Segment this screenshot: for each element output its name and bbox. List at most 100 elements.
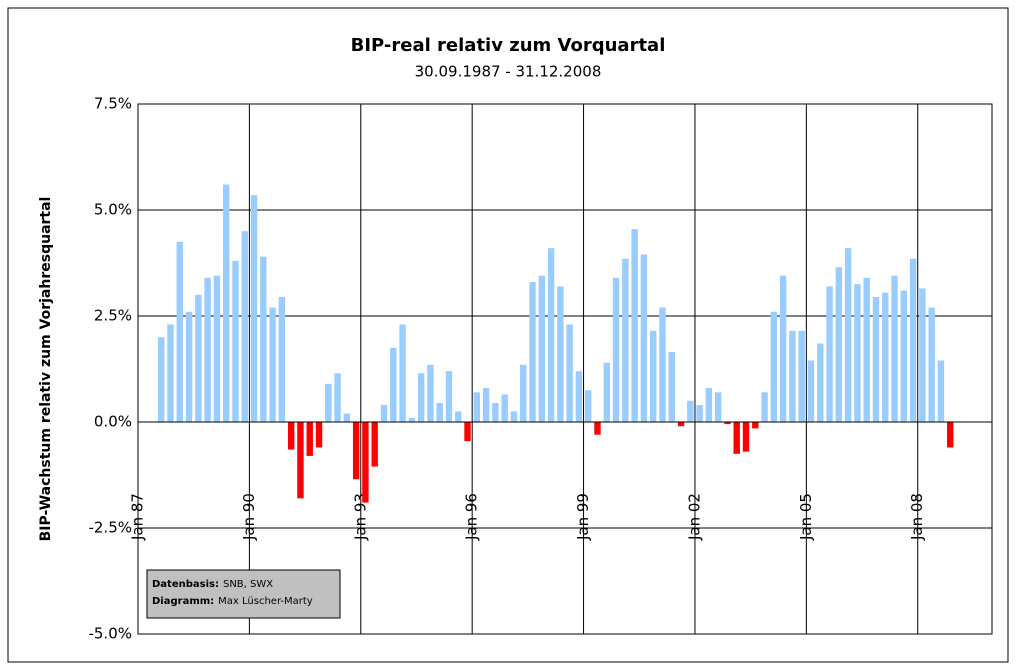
bar: [315, 422, 323, 448]
bar: [455, 411, 462, 422]
bar: [557, 286, 564, 422]
x-tick-label: Jan 96: [463, 493, 481, 541]
bar: [603, 362, 610, 422]
bar: [167, 324, 174, 422]
bar: [909, 258, 917, 422]
bar: [492, 402, 499, 422]
bar: [779, 275, 787, 422]
bar: [575, 371, 583, 422]
y-tick-label: -2.5%: [88, 519, 132, 537]
bar: [705, 388, 713, 422]
y-axis-label: BIP-Wachstum relativ zum Vorjahresquarta…: [38, 197, 54, 542]
bar: [668, 352, 675, 422]
chart-subtitle: 30.09.1987 - 31.12.2008: [415, 63, 602, 81]
bar: [538, 275, 545, 422]
bar: [473, 392, 481, 422]
bar: [399, 324, 406, 422]
bar: [380, 405, 388, 422]
bar: [807, 360, 815, 422]
bar: [733, 422, 740, 454]
bar: [269, 307, 276, 422]
x-tick-label: Jan 93: [351, 493, 369, 541]
bar: [947, 422, 954, 448]
bar: [937, 360, 945, 422]
note: Diagramm: Max Lüscher-Marty: [152, 596, 313, 607]
bar: [287, 422, 295, 450]
y-tick-label: 7.5%: [94, 95, 132, 113]
bar: [204, 277, 211, 422]
x-tick-label: Jan 05: [797, 493, 815, 541]
bar: [752, 422, 759, 429]
bar: [362, 422, 369, 503]
note: Datenbasis: SNB, SWX: [152, 579, 273, 590]
bar: [826, 286, 833, 422]
bar: [928, 307, 935, 422]
bar: [585, 390, 592, 422]
bar: [371, 422, 378, 467]
bar: [325, 383, 332, 422]
bar: [687, 400, 694, 422]
bar: [195, 294, 202, 422]
bar: [306, 422, 313, 456]
bar: [390, 347, 397, 422]
bar: [594, 422, 601, 435]
x-tick-label: Jan 99: [574, 493, 592, 541]
bar: [334, 373, 341, 422]
note-label: Datenbasis:: [152, 579, 219, 590]
bar: [835, 267, 843, 422]
note-box: [146, 569, 341, 619]
bar: [798, 330, 805, 422]
bar: [770, 311, 778, 422]
bar: [445, 371, 453, 422]
bar: [232, 260, 239, 422]
bar: [863, 277, 870, 422]
y-tick-label: 2.5%: [94, 307, 132, 325]
bar: [742, 422, 750, 452]
bar: [176, 241, 183, 422]
bar: [520, 364, 527, 422]
bar: [297, 422, 304, 499]
y-tick-label: 5.0%: [94, 201, 132, 219]
bar: [436, 402, 443, 422]
note-text: SNB, SWX: [223, 579, 273, 590]
bar: [529, 282, 536, 422]
bar: [724, 422, 731, 425]
bar: [891, 275, 898, 422]
note-label: Diagramm:: [152, 596, 214, 607]
bar: [789, 330, 796, 422]
bar: [919, 288, 926, 422]
bar: [714, 392, 722, 422]
bar: [622, 258, 629, 422]
bar: [260, 256, 267, 422]
x-tick-label: Jan 08: [908, 493, 926, 541]
bar: [222, 184, 230, 422]
bar: [696, 405, 703, 422]
x-tick-label: Jan 87: [129, 493, 147, 541]
bar: [612, 277, 620, 422]
bar: [631, 229, 638, 422]
bar: [872, 296, 880, 422]
bar: [213, 275, 221, 422]
bar: [547, 248, 555, 422]
chart-title: BIP-real relativ zum Vorquartal: [351, 35, 666, 56]
bar: [501, 394, 508, 422]
bar: [464, 422, 471, 442]
x-tick-label: Jan 90: [240, 493, 258, 541]
bar: [854, 284, 861, 422]
bar: [900, 290, 908, 422]
bar: [510, 411, 518, 422]
note-text: Max Lüscher-Marty: [218, 596, 313, 607]
y-tick-label: 0.0%: [94, 413, 132, 431]
bar: [566, 324, 573, 422]
bar: [482, 388, 490, 422]
bar: [408, 417, 416, 422]
bar: [677, 422, 685, 427]
bar: [352, 422, 360, 480]
bar: [343, 413, 351, 422]
bar: [761, 392, 768, 422]
bar: [417, 373, 425, 422]
y-tick-label: -5.0%: [88, 625, 132, 643]
bar: [158, 337, 165, 422]
bar: [185, 311, 193, 422]
